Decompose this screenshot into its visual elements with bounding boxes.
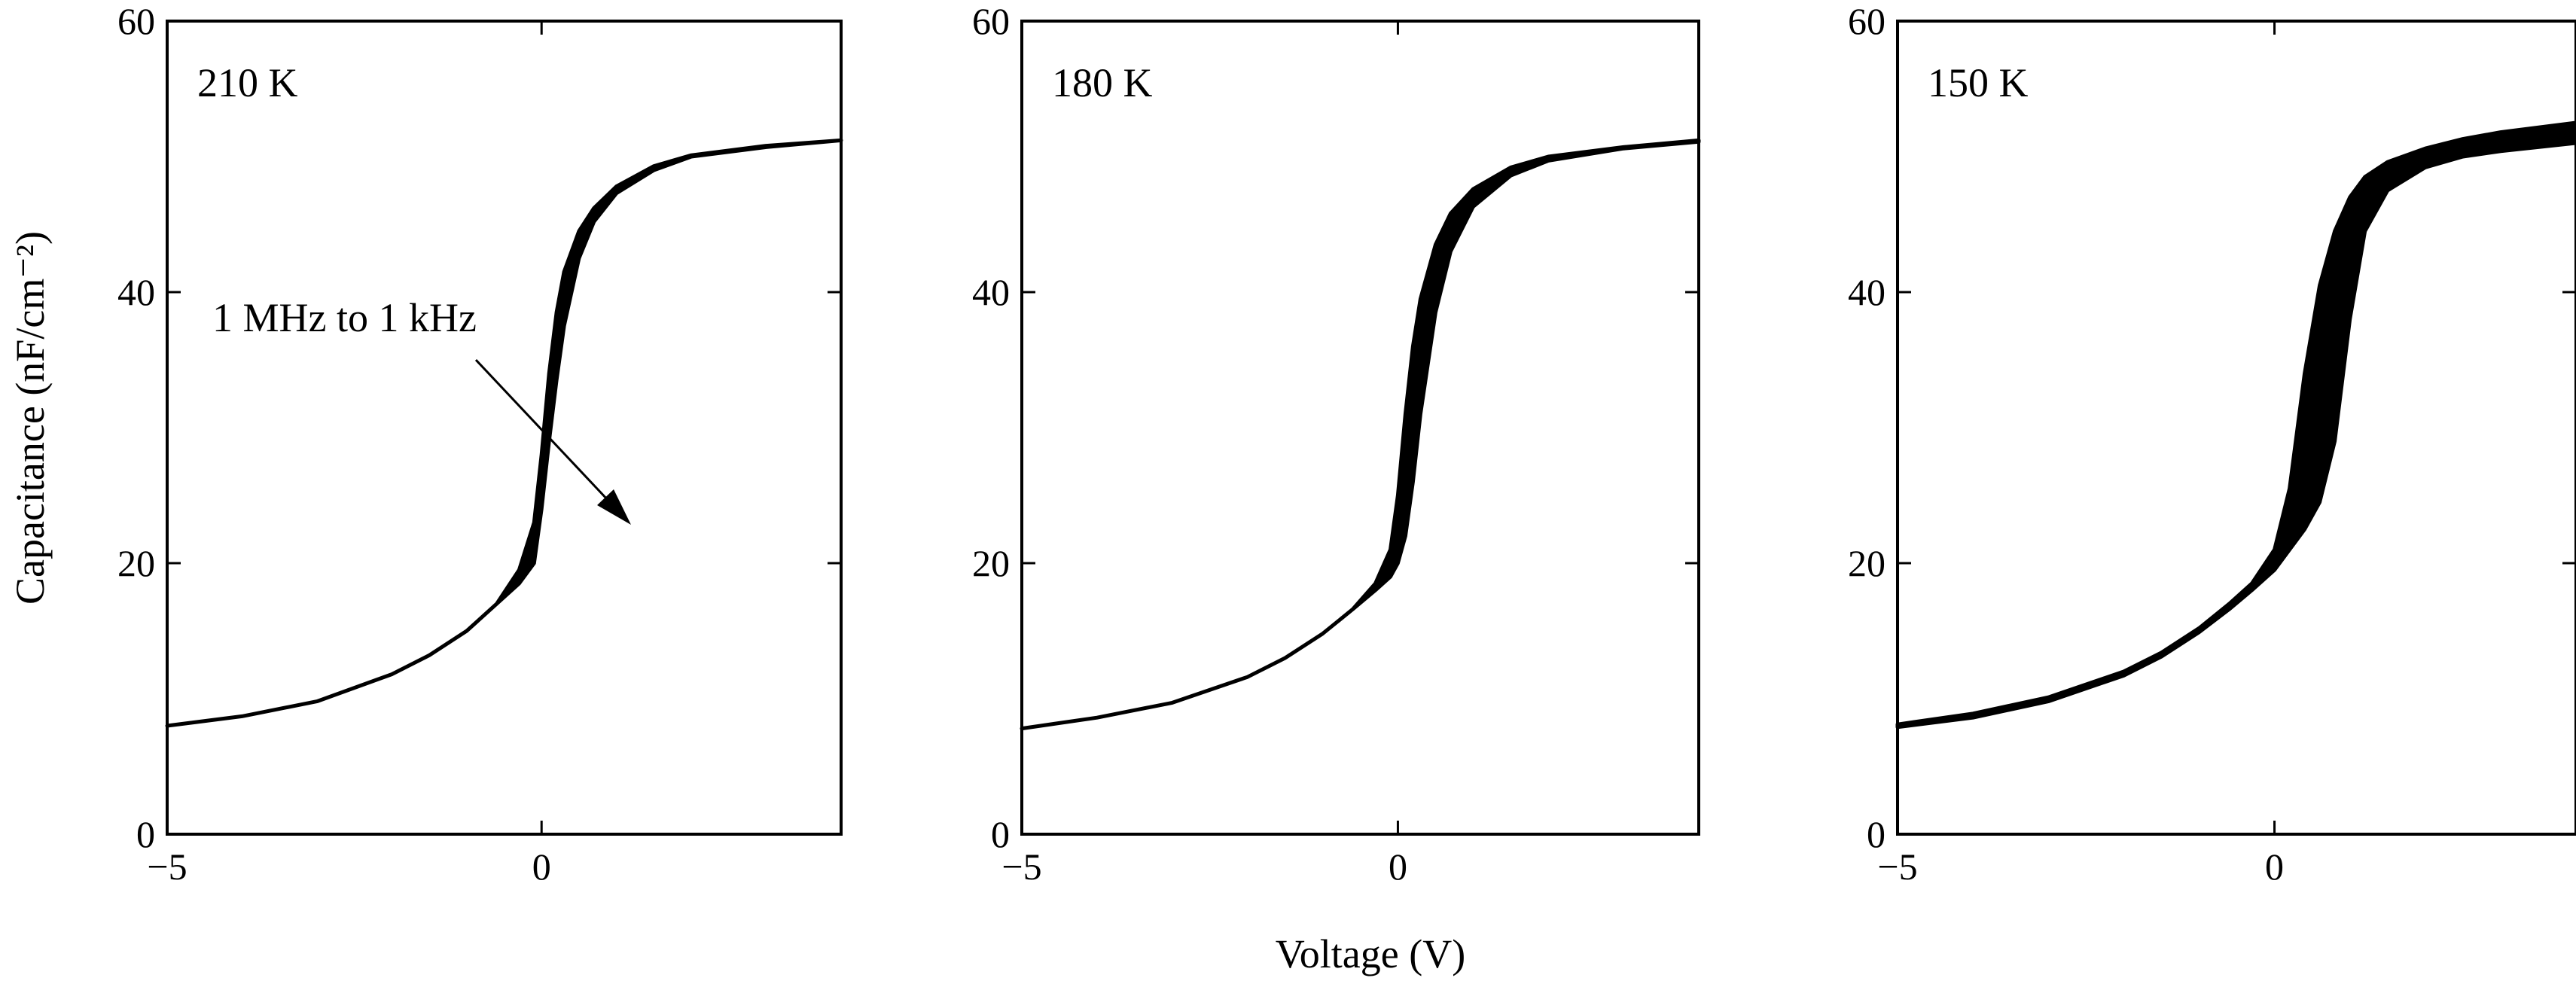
temperature-label: 180 K [1052,60,1153,105]
cv-curve-band [165,138,843,728]
annotation-arrow-line [474,358,610,502]
y-tick-label: 20 [117,542,155,584]
temperature-label: 210 K [197,60,298,105]
annotation-arrow-head [597,489,631,525]
x-tick-label: −5 [1877,845,1917,888]
temperature-label: 150 K [1928,60,2029,105]
plot-frame [166,20,843,836]
x-tick-label: −5 [147,845,187,888]
y-tick-label: 0 [1867,813,1886,855]
frequency-annotation: 1 MHz to 1 kHz [212,295,477,340]
y-tick-label: 60 [1848,0,1886,42]
plot-frame [1020,20,1700,836]
cv-curve-band [1020,138,1701,731]
cv-curve-band [1895,120,2576,730]
x-tick-label: −5 [1001,845,1041,888]
y-axis-title: Capacitance (nF/cm⁻²) [8,231,53,605]
y-tick-label: 40 [117,271,155,313]
x-axis-title: Voltage (V) [1276,931,1465,976]
y-tick-label: 20 [972,542,1010,584]
x-tick-label: 0 [2265,845,2284,888]
y-tick-label: 40 [1848,271,1886,313]
y-tick-label: 20 [1848,542,1886,584]
y-tick-label: 0 [991,813,1010,855]
y-tick-label: 60 [972,0,1010,42]
y-tick-label: 40 [972,271,1010,313]
x-tick-label: 0 [532,845,551,888]
x-tick-label: 0 [1389,845,1407,888]
plot-frame [1896,20,2576,836]
y-tick-label: 0 [136,813,155,855]
y-tick-label: 60 [117,0,155,42]
